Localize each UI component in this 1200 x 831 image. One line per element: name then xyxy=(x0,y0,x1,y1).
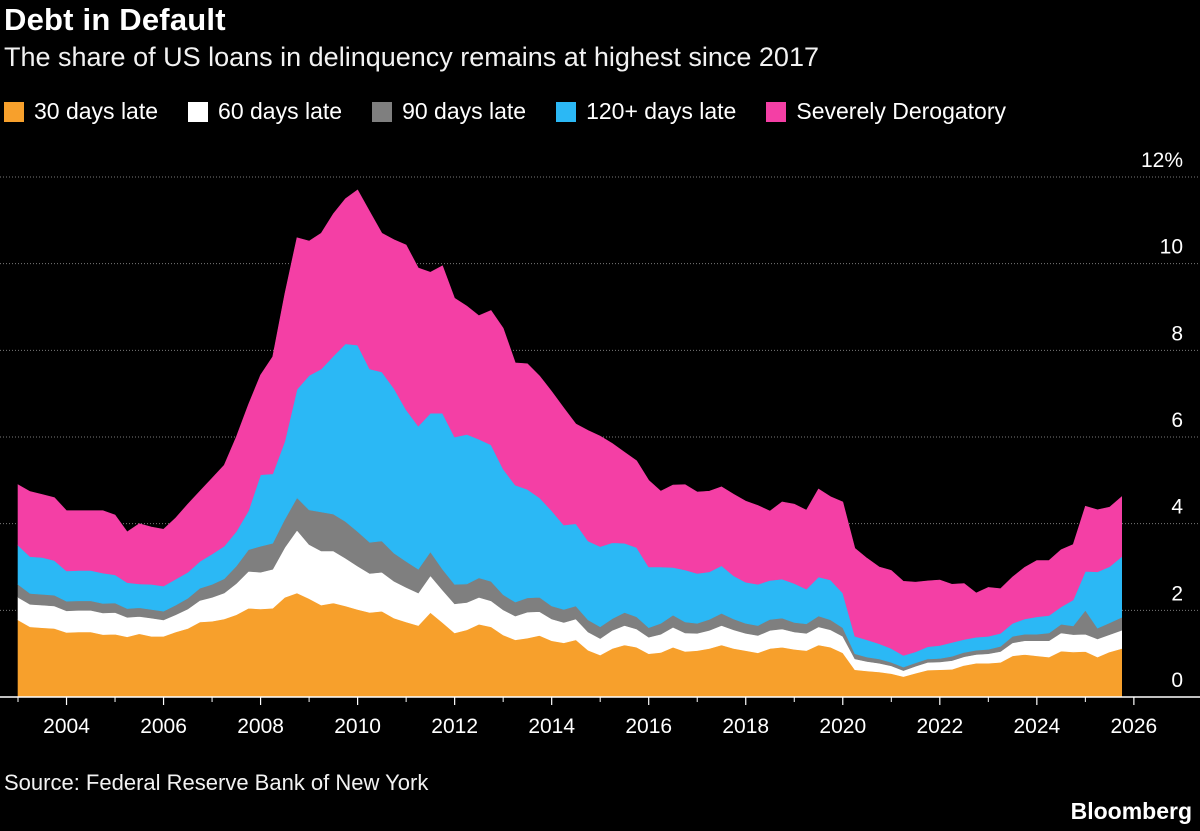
x-tick-label-2008: 2008 xyxy=(237,715,284,738)
legend-label-120-days: 120+ days late xyxy=(586,98,737,124)
axes: 0 2 4 6 8 10 12% 2004 2006 2008 2010 2012 2014 2016 20… xyxy=(0,149,1200,738)
legend-swatch-120-days xyxy=(556,101,577,122)
stacked-area-chart: 0 2 4 6 8 10 12% 2004 2006 2008 2010 2012 2014 2016 20… xyxy=(0,149,1200,738)
x-tick-label-2006: 2006 xyxy=(140,715,187,738)
legend-swatch-30-days xyxy=(4,101,24,122)
area-series xyxy=(17,189,1122,698)
x-tick-label-2022: 2022 xyxy=(916,715,963,738)
x-tick-label-2012: 2012 xyxy=(431,715,478,738)
legend-item-60-days: 60 days late xyxy=(188,98,342,125)
legend-item-90-days: 90 days late xyxy=(372,98,526,125)
y-tick-label-4: 4 xyxy=(1171,496,1183,519)
legend-label-60-days: 60 days late xyxy=(218,98,343,124)
legend-label-90-days: 90 days late xyxy=(402,98,527,124)
legend-label-severely-derogatory: Severely Derogatory xyxy=(796,98,1007,124)
legend-swatch-90-days xyxy=(372,101,393,122)
legend-swatch-60-days xyxy=(188,101,209,122)
chart-legend: 30 days late 60 days late 90 days late 1… xyxy=(4,98,1036,125)
y-tick-label-0: 0 xyxy=(1171,669,1183,692)
y-tick-label-12: 12% xyxy=(1141,149,1183,172)
x-tick-label-2004: 2004 xyxy=(43,715,90,738)
x-tick-label-2024: 2024 xyxy=(1013,715,1060,738)
legend-swatch-severely-derogatory xyxy=(766,101,787,122)
chart-subtitle: The share of US loans in delinquency rem… xyxy=(4,42,819,72)
chart-title: Debt in Default xyxy=(4,2,226,37)
legend-item-severely-derogatory: Severely Derogatory xyxy=(766,98,1006,125)
source-note: Source: Federal Reserve Bank of New York xyxy=(4,770,429,795)
x-tick-label-2014: 2014 xyxy=(528,715,575,738)
legend-item-30-days: 30 days late xyxy=(4,98,158,125)
x-tick-label-2016: 2016 xyxy=(625,715,672,738)
legend-item-120-days: 120+ days late xyxy=(556,98,736,125)
x-tick-label-2020: 2020 xyxy=(819,715,866,738)
y-tick-label-8: 8 xyxy=(1171,322,1183,345)
x-tick-label-2026: 2026 xyxy=(1111,715,1158,738)
x-tick-label-2010: 2010 xyxy=(334,715,381,738)
x-tick-label-2018: 2018 xyxy=(722,715,769,738)
y-tick-label-2: 2 xyxy=(1171,582,1183,605)
brand-logo: Bloomberg xyxy=(1070,798,1192,824)
legend-label-30-days: 30 days late xyxy=(34,98,159,124)
area-severely-derogatory xyxy=(17,189,1122,656)
y-tick-label-10: 10 xyxy=(1160,236,1183,259)
y-tick-label-6: 6 xyxy=(1171,409,1183,432)
